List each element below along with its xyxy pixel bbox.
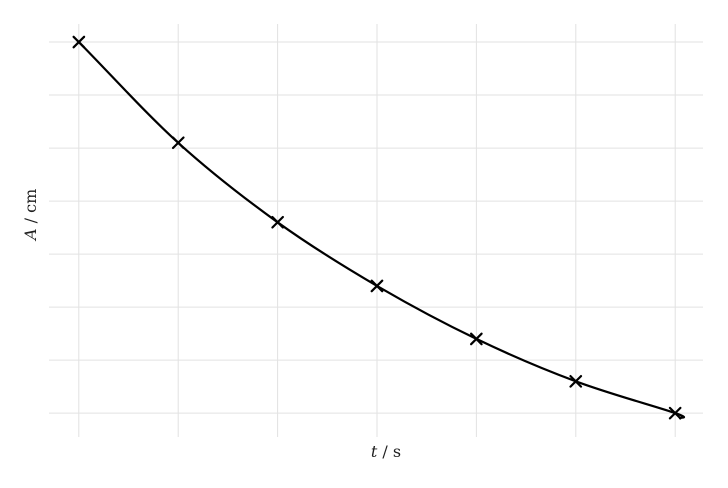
data-point-marker bbox=[370, 279, 384, 293]
data-point-marker bbox=[171, 136, 185, 150]
data-curve bbox=[77, 40, 686, 420]
data-point-marker bbox=[470, 332, 483, 346]
x-axis-variable: t bbox=[370, 442, 378, 461]
data-point-marker bbox=[668, 406, 682, 420]
x-axis-label: t / s bbox=[371, 444, 401, 460]
y-axis-unit: cm bbox=[21, 188, 40, 213]
data-point-marker bbox=[271, 215, 284, 229]
y-axis-separator: / bbox=[21, 212, 40, 229]
x-axis-unit: s bbox=[392, 442, 402, 461]
y-axis-variable: A bbox=[21, 228, 40, 240]
data-point-marker bbox=[569, 375, 583, 388]
data-point-marker bbox=[72, 35, 86, 49]
x-axis-separator: / bbox=[377, 442, 393, 461]
